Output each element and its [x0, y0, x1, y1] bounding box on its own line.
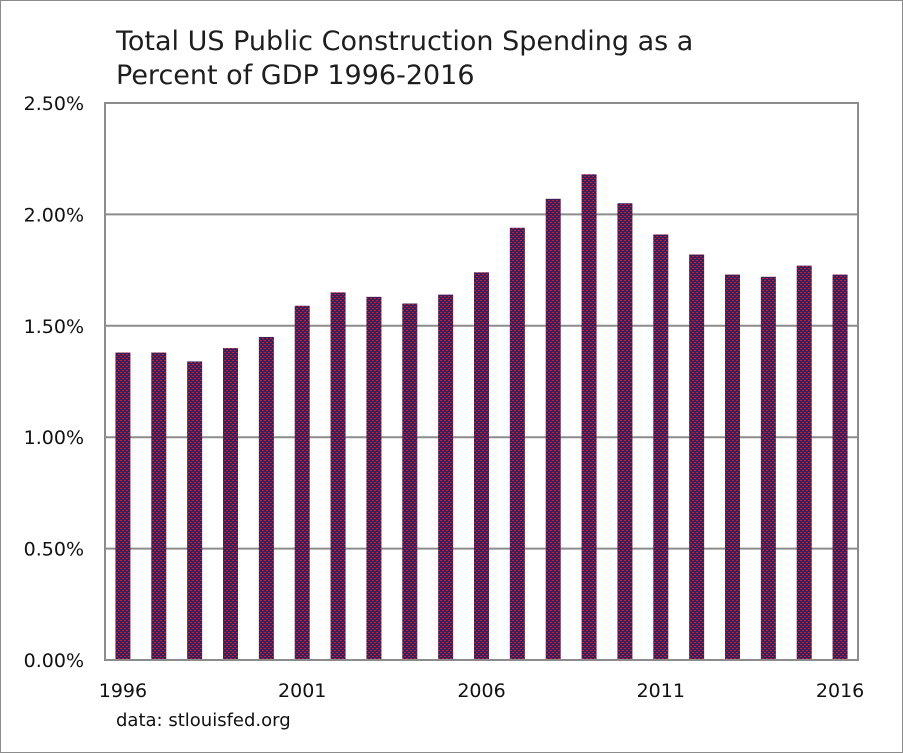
y-tick-label: 2.50%	[24, 93, 84, 115]
bar-2010	[617, 203, 633, 660]
chart-title-line-1: Total US Public Construction Spending as…	[115, 26, 693, 57]
x-tick-label: 2016	[816, 680, 864, 702]
x-tick-label: 2011	[637, 680, 685, 702]
bar-2013	[725, 274, 740, 660]
bar-2015	[796, 265, 812, 660]
source-note: data: stlouisfed.org	[116, 710, 291, 731]
bar-2009	[581, 174, 597, 660]
bar-1997	[151, 352, 167, 660]
bar-2000	[258, 336, 274, 660]
y-tick-label: 1.50%	[24, 316, 84, 338]
bar-1996	[115, 352, 131, 660]
plot-area-border	[104, 102, 859, 661]
bar-2012	[689, 254, 705, 660]
y-tick-label: 2.00%	[24, 204, 84, 226]
bar-2001	[294, 305, 310, 660]
bar-2002	[330, 292, 346, 660]
bar-2003	[366, 296, 382, 660]
bar-2004	[402, 303, 418, 660]
bar-2005	[438, 294, 454, 660]
x-tick-label: 2006	[457, 680, 505, 702]
y-tick-label: 0.00%	[24, 650, 84, 672]
bar-1999	[223, 348, 238, 660]
bar-1998	[187, 361, 203, 660]
bar-2008	[545, 198, 561, 660]
bar-2014	[760, 276, 776, 660]
y-tick-label: 0.50%	[24, 539, 84, 561]
chart-title-line-2: Percent of GDP 1996-2016	[116, 60, 475, 91]
bar-2007	[509, 227, 525, 660]
x-tick-label: 2001	[278, 680, 326, 702]
x-tick-label: 1996	[99, 680, 147, 702]
bar-2006	[474, 272, 489, 660]
y-tick-label: 1.00%	[24, 427, 84, 449]
bar-2011	[653, 234, 669, 660]
bar-2016	[832, 274, 848, 660]
